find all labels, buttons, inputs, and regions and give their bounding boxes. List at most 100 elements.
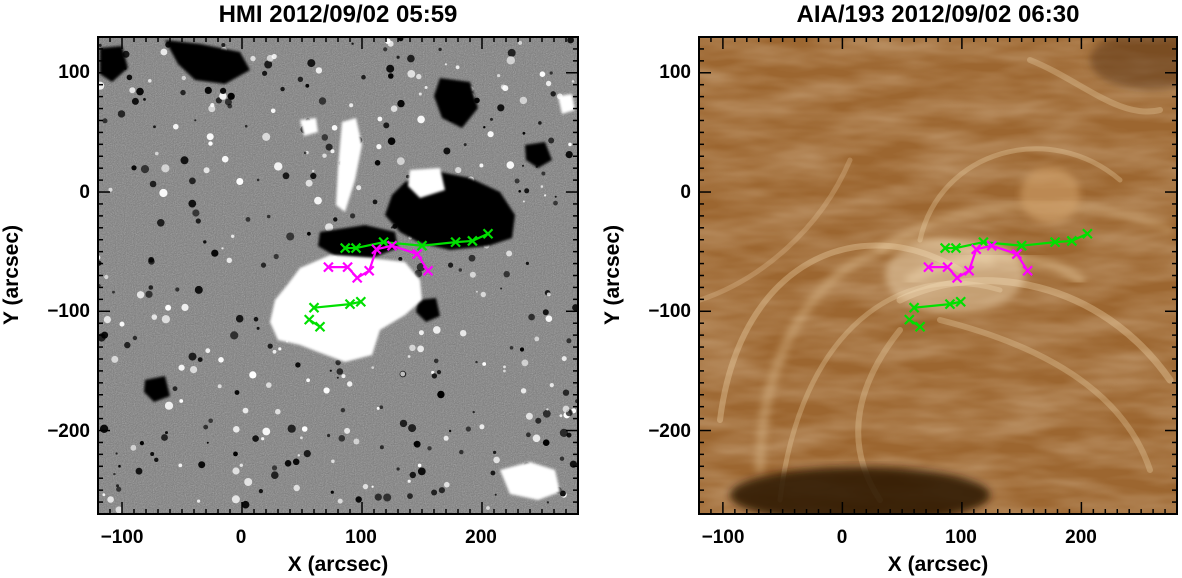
magnetogram-speckle bbox=[164, 401, 174, 410]
magnetogram-speckle bbox=[409, 344, 416, 351]
magnetogram-speckle bbox=[236, 178, 244, 185]
magnetogram-speckle bbox=[295, 362, 301, 368]
panel-title-aia: AIA/193 2012/09/02 06:30 bbox=[797, 1, 1080, 28]
magnetogram-speckle bbox=[399, 419, 408, 428]
magnetogram-speckle bbox=[542, 409, 551, 418]
magnetogram-speckle bbox=[397, 99, 405, 108]
magnetogram-speckle bbox=[206, 133, 214, 141]
magnetogram-speckle bbox=[490, 117, 493, 121]
magnetogram-speckle bbox=[472, 410, 475, 414]
magnetogram-speckle bbox=[383, 47, 388, 52]
magnetogram-speckle bbox=[524, 188, 530, 194]
magnetogram-speckle bbox=[314, 196, 322, 205]
magnetogram-speckle bbox=[115, 452, 118, 455]
magnetogram-speckle bbox=[463, 143, 467, 147]
x-tick-label: −100 bbox=[101, 527, 144, 548]
magnetogram-speckle bbox=[208, 105, 216, 113]
overlay-track-marker bbox=[944, 298, 956, 310]
magnetogram-speckle bbox=[161, 164, 170, 173]
magnetogram-speckle bbox=[371, 485, 374, 488]
magnetogram-speckle bbox=[242, 407, 249, 414]
magnetogram-speckle bbox=[506, 250, 513, 257]
magnetogram-speckle bbox=[271, 465, 278, 471]
magnetogram-speckle bbox=[525, 261, 530, 265]
y-axis-label-aia: Y (arcsec) bbox=[601, 225, 624, 325]
magnetogram-speckle bbox=[330, 149, 335, 154]
magnetogram-speckle bbox=[383, 122, 390, 129]
magnetogram-speckle bbox=[469, 271, 476, 278]
dark-coronal-region bbox=[730, 467, 990, 514]
magnetogram-speckle bbox=[292, 458, 300, 466]
magnetogram-speckle bbox=[413, 441, 419, 447]
magnetogram-speckle bbox=[262, 70, 268, 76]
x-axis-label-aia: X (arcsec) bbox=[888, 553, 988, 576]
magnetogram-speckle bbox=[211, 249, 219, 257]
magnetogram-speckle bbox=[542, 309, 549, 316]
magnetogram-speckle bbox=[143, 98, 146, 101]
magnetogram-speckle bbox=[331, 125, 338, 131]
magnetogram-speckle bbox=[275, 408, 281, 415]
magnetogram-speckle bbox=[436, 370, 442, 375]
magnetogram-speckle bbox=[271, 471, 279, 480]
magnetogram-speckle bbox=[116, 484, 119, 488]
magnetogram-speckle bbox=[205, 348, 211, 354]
overlay-track-marker bbox=[923, 261, 934, 273]
magnetogram-speckle bbox=[383, 493, 392, 502]
magnetogram-speckle bbox=[433, 358, 439, 364]
magnetogram-speckle bbox=[539, 71, 546, 77]
magnetogram-speckle bbox=[192, 209, 200, 217]
magnetogram-speckle bbox=[566, 432, 572, 438]
magnetogram-speckle bbox=[132, 335, 138, 341]
magnetogram-speckle bbox=[330, 490, 334, 494]
y-axis-label-hmi: Y (arcsec) bbox=[0, 225, 23, 325]
magnetogram-speckle bbox=[239, 463, 243, 467]
magnetogram-speckle bbox=[135, 467, 143, 475]
magnetogram-speckle bbox=[208, 418, 213, 424]
magnetogram-speckle bbox=[407, 54, 415, 63]
overlay-track-marker bbox=[467, 235, 478, 247]
magnetogram-speckle bbox=[433, 326, 441, 334]
y-tick-label: −100 bbox=[47, 301, 90, 322]
magnetogram-speckle bbox=[396, 467, 400, 471]
magnetogram-speckle bbox=[165, 431, 168, 435]
magnetogram-speckle bbox=[150, 452, 155, 456]
magnetogram-speckle bbox=[165, 304, 172, 311]
magnetogram-speckle bbox=[362, 483, 369, 490]
magnetogram-speckle bbox=[102, 118, 108, 124]
magnetogram-speckle bbox=[221, 155, 229, 163]
x-tick-labels-hmi: −100 0 100 200 bbox=[101, 527, 497, 548]
magnetogram-speckle bbox=[541, 171, 546, 176]
magnetogram-speckle bbox=[266, 382, 272, 388]
magnetogram-speckle bbox=[475, 360, 478, 364]
magnetogram-speckle bbox=[460, 330, 467, 337]
magnetogram-speckle bbox=[159, 188, 168, 198]
magnetogram-speckle bbox=[194, 285, 203, 294]
magnetogram-speckle bbox=[483, 126, 486, 129]
magnetogram-speckle bbox=[497, 104, 505, 112]
magnetogram-speckle bbox=[361, 74, 366, 80]
magnetogram-speckle bbox=[154, 457, 159, 462]
magnetogram-speckle bbox=[227, 103, 233, 109]
magnetogram-speckle bbox=[568, 142, 572, 147]
magnetogram-speckle bbox=[518, 40, 523, 45]
magnetogram-speckle bbox=[519, 347, 525, 352]
x-tick-labels-aia: −100 0 100 200 bbox=[702, 527, 1097, 548]
magnetogram-speckle bbox=[503, 369, 506, 373]
magnetogram-speckle bbox=[136, 291, 145, 299]
y-tick-label: 100 bbox=[659, 62, 691, 83]
magnetogram-speckle bbox=[459, 449, 464, 455]
magnetogram-speckle bbox=[173, 123, 179, 130]
magnetogram-speckle bbox=[497, 74, 501, 78]
magnetogram-speckle bbox=[480, 291, 486, 298]
axis-ticks-aia bbox=[698, 36, 1178, 515]
overlay-track-marker bbox=[422, 265, 434, 277]
magnetogram-speckle bbox=[250, 55, 256, 62]
x-tick-label: 100 bbox=[945, 527, 977, 548]
magnetogram-speckle bbox=[261, 437, 265, 441]
magnetogram-speckle bbox=[325, 223, 334, 232]
magnetogram-speckle bbox=[503, 365, 506, 369]
magnetogram-speckle bbox=[521, 164, 525, 167]
magnetogram-speckle bbox=[297, 76, 304, 83]
magnetogram-speckle bbox=[407, 479, 411, 483]
